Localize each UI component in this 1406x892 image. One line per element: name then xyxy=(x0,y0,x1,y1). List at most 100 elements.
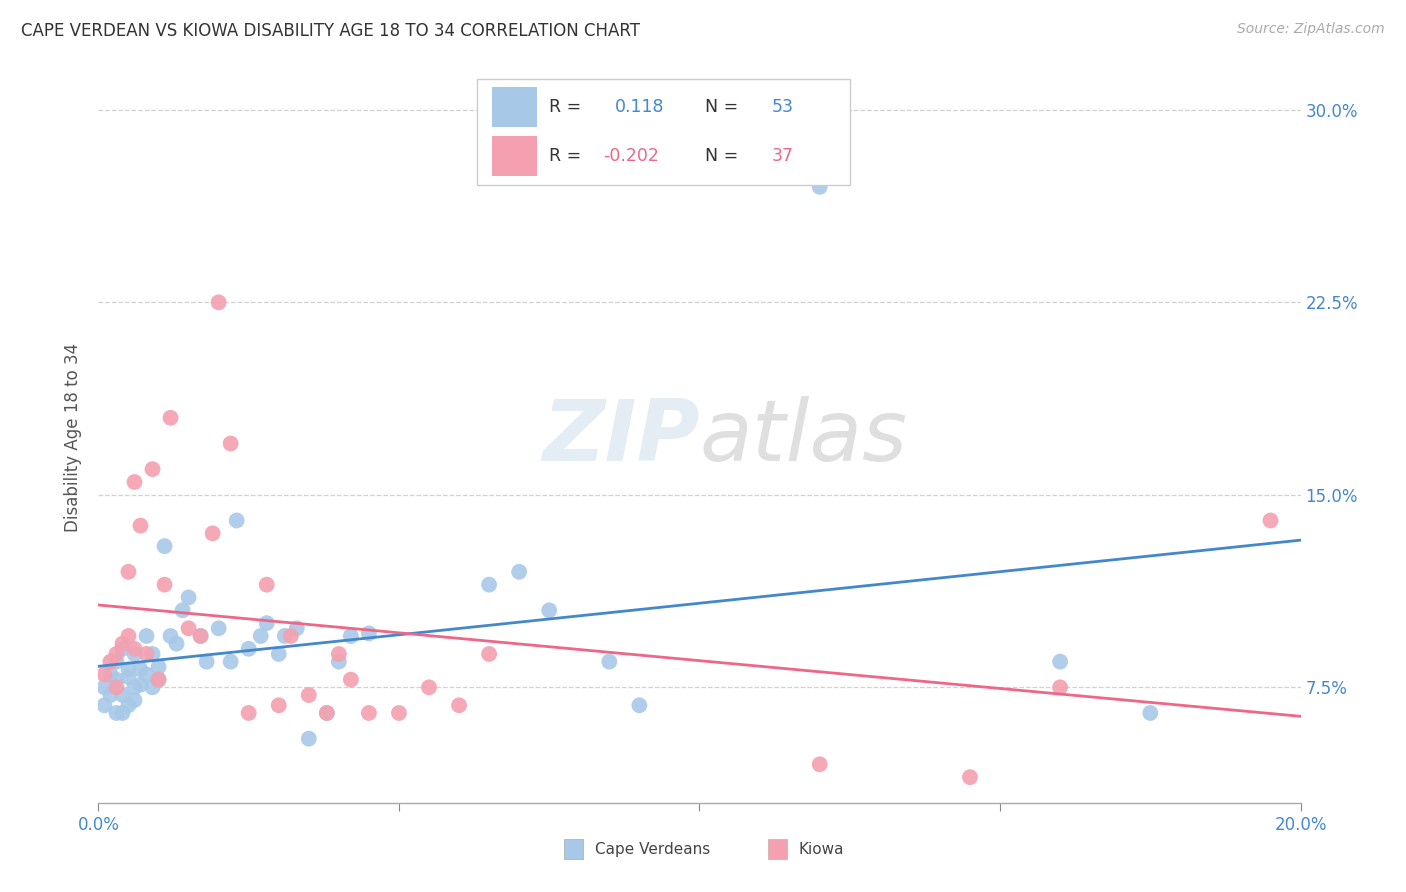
Point xyxy=(418,681,440,695)
Point xyxy=(328,655,350,669)
Point xyxy=(249,629,271,643)
Point xyxy=(267,647,290,661)
Point xyxy=(508,565,530,579)
Point xyxy=(1260,514,1282,528)
Point xyxy=(280,629,302,643)
Point xyxy=(100,655,122,669)
Point xyxy=(357,706,380,720)
Bar xyxy=(492,136,537,177)
Point xyxy=(129,518,152,533)
Point xyxy=(478,647,501,661)
Point xyxy=(274,629,297,643)
Point xyxy=(153,577,176,591)
Bar xyxy=(492,87,537,128)
Point xyxy=(298,688,321,702)
Point xyxy=(105,655,128,669)
Point xyxy=(225,514,247,528)
Point xyxy=(328,647,350,661)
Point xyxy=(959,770,981,784)
Text: Cape Verdeans: Cape Verdeans xyxy=(595,842,710,856)
Point xyxy=(124,693,146,707)
Text: atlas: atlas xyxy=(699,395,907,479)
Point xyxy=(124,647,146,661)
Point xyxy=(105,673,128,687)
Text: 53: 53 xyxy=(772,98,793,116)
Text: Kiowa: Kiowa xyxy=(799,842,844,856)
Point xyxy=(1049,655,1071,669)
Y-axis label: Disability Age 18 to 34: Disability Age 18 to 34 xyxy=(63,343,82,532)
Point xyxy=(117,629,139,643)
Point xyxy=(256,616,278,631)
Point xyxy=(315,706,337,720)
Point xyxy=(238,706,260,720)
Point xyxy=(315,706,337,720)
Point xyxy=(159,629,181,643)
Point xyxy=(111,637,134,651)
Point xyxy=(1049,681,1071,695)
Text: N =: N = xyxy=(706,98,744,116)
Point xyxy=(135,667,157,681)
Point xyxy=(478,577,501,591)
Point xyxy=(538,603,561,617)
Point xyxy=(208,295,231,310)
Point xyxy=(388,706,411,720)
Point xyxy=(808,179,831,194)
Point xyxy=(177,591,200,605)
Text: -0.202: -0.202 xyxy=(603,147,659,165)
Point xyxy=(195,655,218,669)
Text: 0.118: 0.118 xyxy=(616,98,665,116)
Point xyxy=(208,621,231,635)
Point xyxy=(1139,706,1161,720)
Point xyxy=(124,681,146,695)
Point xyxy=(808,757,831,772)
Point xyxy=(172,603,194,617)
Point xyxy=(598,655,620,669)
Point xyxy=(111,688,134,702)
Point xyxy=(105,681,128,695)
Point xyxy=(256,577,278,591)
Point xyxy=(93,667,115,681)
Point xyxy=(117,698,139,713)
Point xyxy=(117,565,139,579)
Point xyxy=(105,647,128,661)
Point xyxy=(267,698,290,713)
Point xyxy=(148,673,170,687)
Text: Source: ZipAtlas.com: Source: ZipAtlas.com xyxy=(1237,22,1385,37)
Point xyxy=(285,621,308,635)
Point xyxy=(190,629,212,643)
Point xyxy=(159,410,181,425)
Point xyxy=(447,698,470,713)
Point xyxy=(93,681,115,695)
Point xyxy=(298,731,321,746)
Point xyxy=(340,673,363,687)
Point xyxy=(141,681,163,695)
Text: R =: R = xyxy=(550,147,586,165)
Point xyxy=(93,698,115,713)
Point xyxy=(238,641,260,656)
Point xyxy=(129,678,152,692)
Point xyxy=(190,629,212,643)
Point xyxy=(111,706,134,720)
Point xyxy=(111,641,134,656)
Text: CAPE VERDEAN VS KIOWA DISABILITY AGE 18 TO 34 CORRELATION CHART: CAPE VERDEAN VS KIOWA DISABILITY AGE 18 … xyxy=(21,22,640,40)
Point xyxy=(117,670,139,684)
Point xyxy=(141,647,163,661)
Point xyxy=(153,539,176,553)
Point xyxy=(177,621,200,635)
Text: N =: N = xyxy=(706,147,744,165)
Point xyxy=(135,629,157,643)
Point xyxy=(124,641,146,656)
Point xyxy=(219,436,242,450)
Point xyxy=(135,647,157,661)
Point xyxy=(124,475,146,489)
Point xyxy=(357,626,380,640)
Point xyxy=(148,660,170,674)
Text: ZIP: ZIP xyxy=(541,395,699,479)
Point xyxy=(628,698,651,713)
Point xyxy=(129,662,152,676)
Point xyxy=(219,655,242,669)
Point xyxy=(105,706,128,720)
Text: 37: 37 xyxy=(772,147,793,165)
Point xyxy=(148,673,170,687)
Point xyxy=(141,462,163,476)
